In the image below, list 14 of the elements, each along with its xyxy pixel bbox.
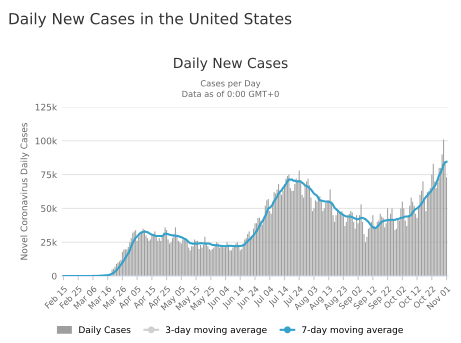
text: Daily New Cases in the United States (10, 12, 292, 28)
y-tick-label: 100k (36, 137, 58, 144)
y-tick-label: 125k (36, 104, 58, 111)
chart-subtitle: Cases per Day Data as of 0:00 GMT+0 (182, 80, 279, 98)
y-tick-label: 50k (41, 204, 58, 212)
y-tick-label: 25k (41, 238, 58, 246)
legend-label: Daily Cases (79, 326, 130, 335)
legend-label: 3-day moving average (166, 326, 267, 335)
y-tick-label: 0 (52, 272, 57, 280)
chart-title: Daily New Cases (174, 57, 288, 71)
line-series (62, 160, 448, 276)
y-axis-title: Novel Coronavirus Daily Cases (20, 122, 30, 260)
y-tick-label: 75k (41, 171, 58, 178)
legend-label: 7-day moving average (302, 326, 403, 335)
